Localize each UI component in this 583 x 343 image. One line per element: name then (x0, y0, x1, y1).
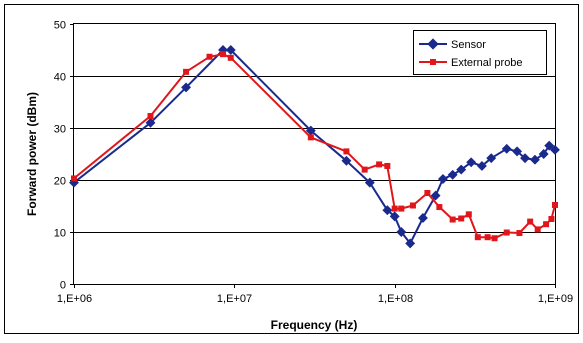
data-point-external-probe (71, 175, 77, 182)
data-point-sensor (181, 82, 191, 93)
y-axis-title: Forward power (dBm) (25, 92, 39, 216)
data-point-sensor (430, 190, 441, 201)
data-point-sensor (530, 154, 540, 165)
legend-label-sensor: Sensor (451, 39, 486, 51)
data-point-sensor (341, 155, 352, 166)
data-point-external-probe (465, 211, 472, 218)
data-point-sensor (501, 143, 512, 154)
data-point-external-probe (458, 215, 465, 222)
data-point-external-probe (436, 204, 443, 211)
axis-ticks: 0 10 20 30 40 50 1,E+06 1,E+07 1,E+08 1,E+09 (54, 20, 573, 306)
legend-box (413, 30, 547, 75)
data-point-external-probe (491, 235, 498, 242)
x-tick-label: 1,E+06 (57, 293, 92, 305)
y-tick-label: 10 (54, 228, 66, 240)
data-point-sensor (438, 174, 448, 184)
data-point-external-probe (543, 221, 550, 228)
data-point-external-probe (307, 134, 314, 141)
data-point-external-probe (220, 51, 227, 58)
y-tick-label: 50 (54, 20, 66, 32)
chart-border (4, 4, 579, 334)
data-point-external-probe (376, 161, 383, 168)
data-point-external-probe (391, 205, 398, 212)
x-tick-label: 1,E+07 (217, 293, 252, 305)
series-sensor (69, 45, 560, 249)
data-point-external-probe (503, 229, 510, 236)
data-point-external-probe (409, 202, 416, 209)
x-tick-label: 1,E+08 (378, 293, 413, 305)
gridlines (74, 76, 555, 233)
data-point-sensor (447, 169, 458, 180)
data-point-external-probe (449, 216, 456, 223)
data-point-external-probe (534, 226, 541, 233)
data-point-external-probe (227, 54, 234, 61)
data-point-sensor (405, 238, 416, 249)
data-point-external-probe (398, 205, 405, 212)
data-point-external-probe (484, 234, 491, 241)
data-point-sensor (476, 161, 487, 171)
data-series (69, 45, 560, 249)
x-axis-title: Frequency (Hz) (271, 318, 358, 332)
data-point-external-probe (424, 190, 431, 196)
data-point-external-probe (361, 166, 368, 173)
data-point-external-probe (147, 113, 154, 120)
legend-label-external-probe: External probe (451, 57, 523, 69)
data-point-sensor (225, 45, 236, 55)
data-point-external-probe (343, 148, 350, 155)
legend: Sensor External probe (413, 30, 547, 75)
data-point-sensor (382, 205, 393, 216)
data-point-external-probe (474, 234, 481, 241)
data-point-external-probe (206, 53, 213, 60)
series-external-probe (71, 51, 558, 242)
data-point-sensor (396, 227, 407, 237)
y-tick-label: 30 (54, 124, 66, 136)
data-point-sensor (466, 157, 477, 168)
y-tick-label: 20 (54, 176, 66, 188)
y-tick-label: 40 (54, 72, 66, 84)
data-point-external-probe (548, 216, 555, 222)
data-point-external-probe (183, 68, 190, 75)
data-point-external-probe (384, 162, 391, 169)
data-point-sensor (145, 117, 156, 128)
data-point-external-probe (552, 201, 558, 208)
y-tick-label: 0 (60, 280, 66, 292)
x-tick-label: 1,E+09 (538, 293, 573, 305)
data-point-external-probe (527, 218, 534, 225)
data-point-external-probe (516, 230, 523, 237)
legend-swatch-marker-external-probe (430, 59, 436, 65)
data-point-sensor (456, 164, 467, 175)
data-point-sensor (364, 177, 375, 188)
legend-swatch-marker-sensor (427, 38, 439, 50)
